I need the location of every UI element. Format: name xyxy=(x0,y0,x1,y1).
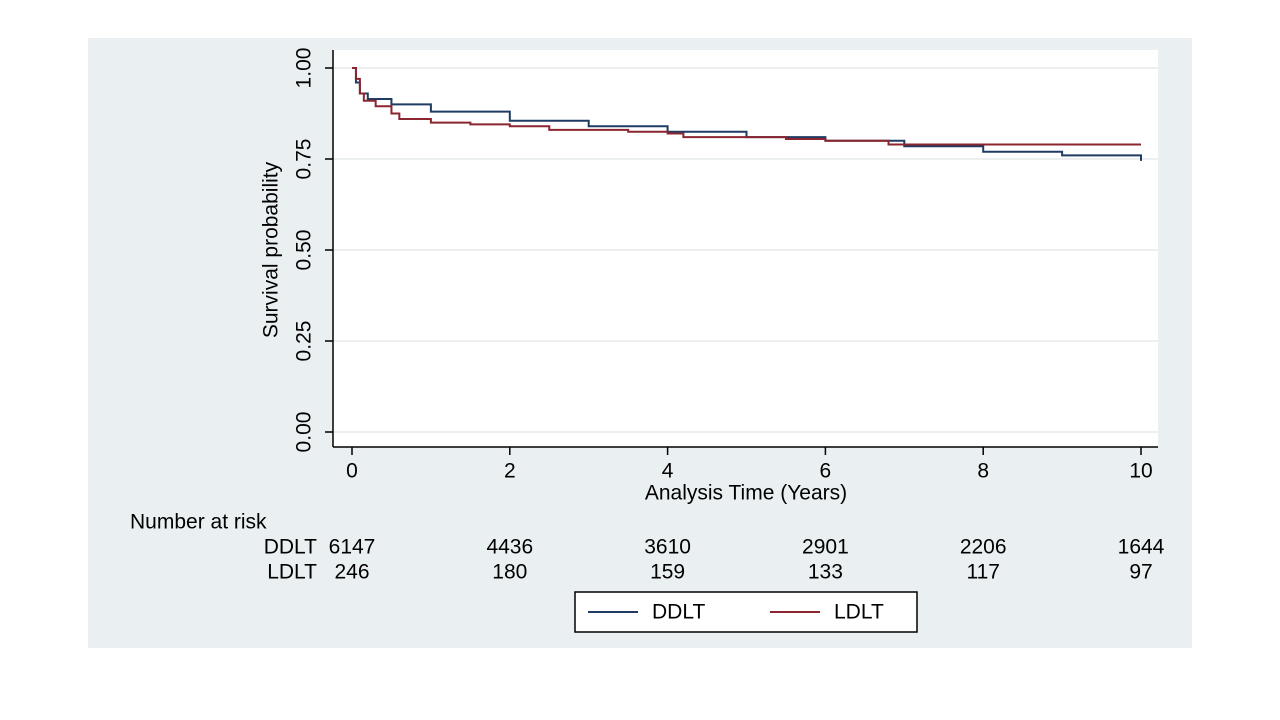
risk-value: 6147 xyxy=(329,536,376,559)
risk-value: 2206 xyxy=(960,536,1007,559)
survival-curve xyxy=(352,67,1141,146)
x-tick-label: 8 xyxy=(977,460,989,483)
risk-value: 246 xyxy=(334,561,369,584)
y-tick-label: 0.25 xyxy=(293,321,316,362)
x-tick-label: 4 xyxy=(662,460,674,483)
risk-value: 1644 xyxy=(1118,536,1165,559)
survival-curve xyxy=(352,67,1142,161)
x-tick-label: 2 xyxy=(504,460,516,483)
risk-value: 4436 xyxy=(486,536,533,559)
risk-value: 3610 xyxy=(644,536,691,559)
x-tick-label: 6 xyxy=(820,460,832,483)
risk-value: 97 xyxy=(1129,561,1152,584)
risk-row-label: LDLT xyxy=(267,561,317,584)
y-tick-label: 0.75 xyxy=(293,139,316,180)
legend-label: DDLT xyxy=(652,601,705,624)
risk-table-title: Number at risk xyxy=(130,511,267,534)
risk-value: 2901 xyxy=(802,536,849,559)
risk-row-label: DDLT xyxy=(264,536,317,559)
y-tick-label: 0.00 xyxy=(293,412,316,453)
x-tick-label: 10 xyxy=(1129,460,1152,483)
x-axis-title: Analysis Time (Years) xyxy=(645,482,847,505)
plot-area xyxy=(333,50,1158,447)
risk-value: 180 xyxy=(492,561,527,584)
risk-value: 117 xyxy=(966,561,999,584)
risk-value: 133 xyxy=(808,561,843,584)
legend-label: LDLT xyxy=(834,601,884,624)
x-tick-label: 0 xyxy=(346,460,358,483)
y-tick-label: 1.00 xyxy=(293,48,316,89)
y-tick-label: 0.50 xyxy=(293,230,316,271)
y-axis-title: Survival probability xyxy=(260,161,283,338)
risk-value: 159 xyxy=(650,561,685,584)
